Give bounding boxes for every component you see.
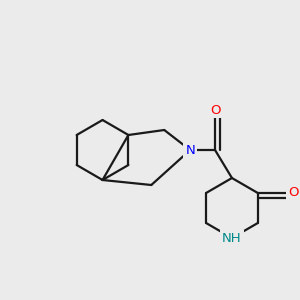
Text: O: O (288, 187, 299, 200)
Text: N: N (185, 143, 195, 157)
Text: O: O (210, 103, 220, 116)
Text: NH: NH (222, 232, 242, 244)
